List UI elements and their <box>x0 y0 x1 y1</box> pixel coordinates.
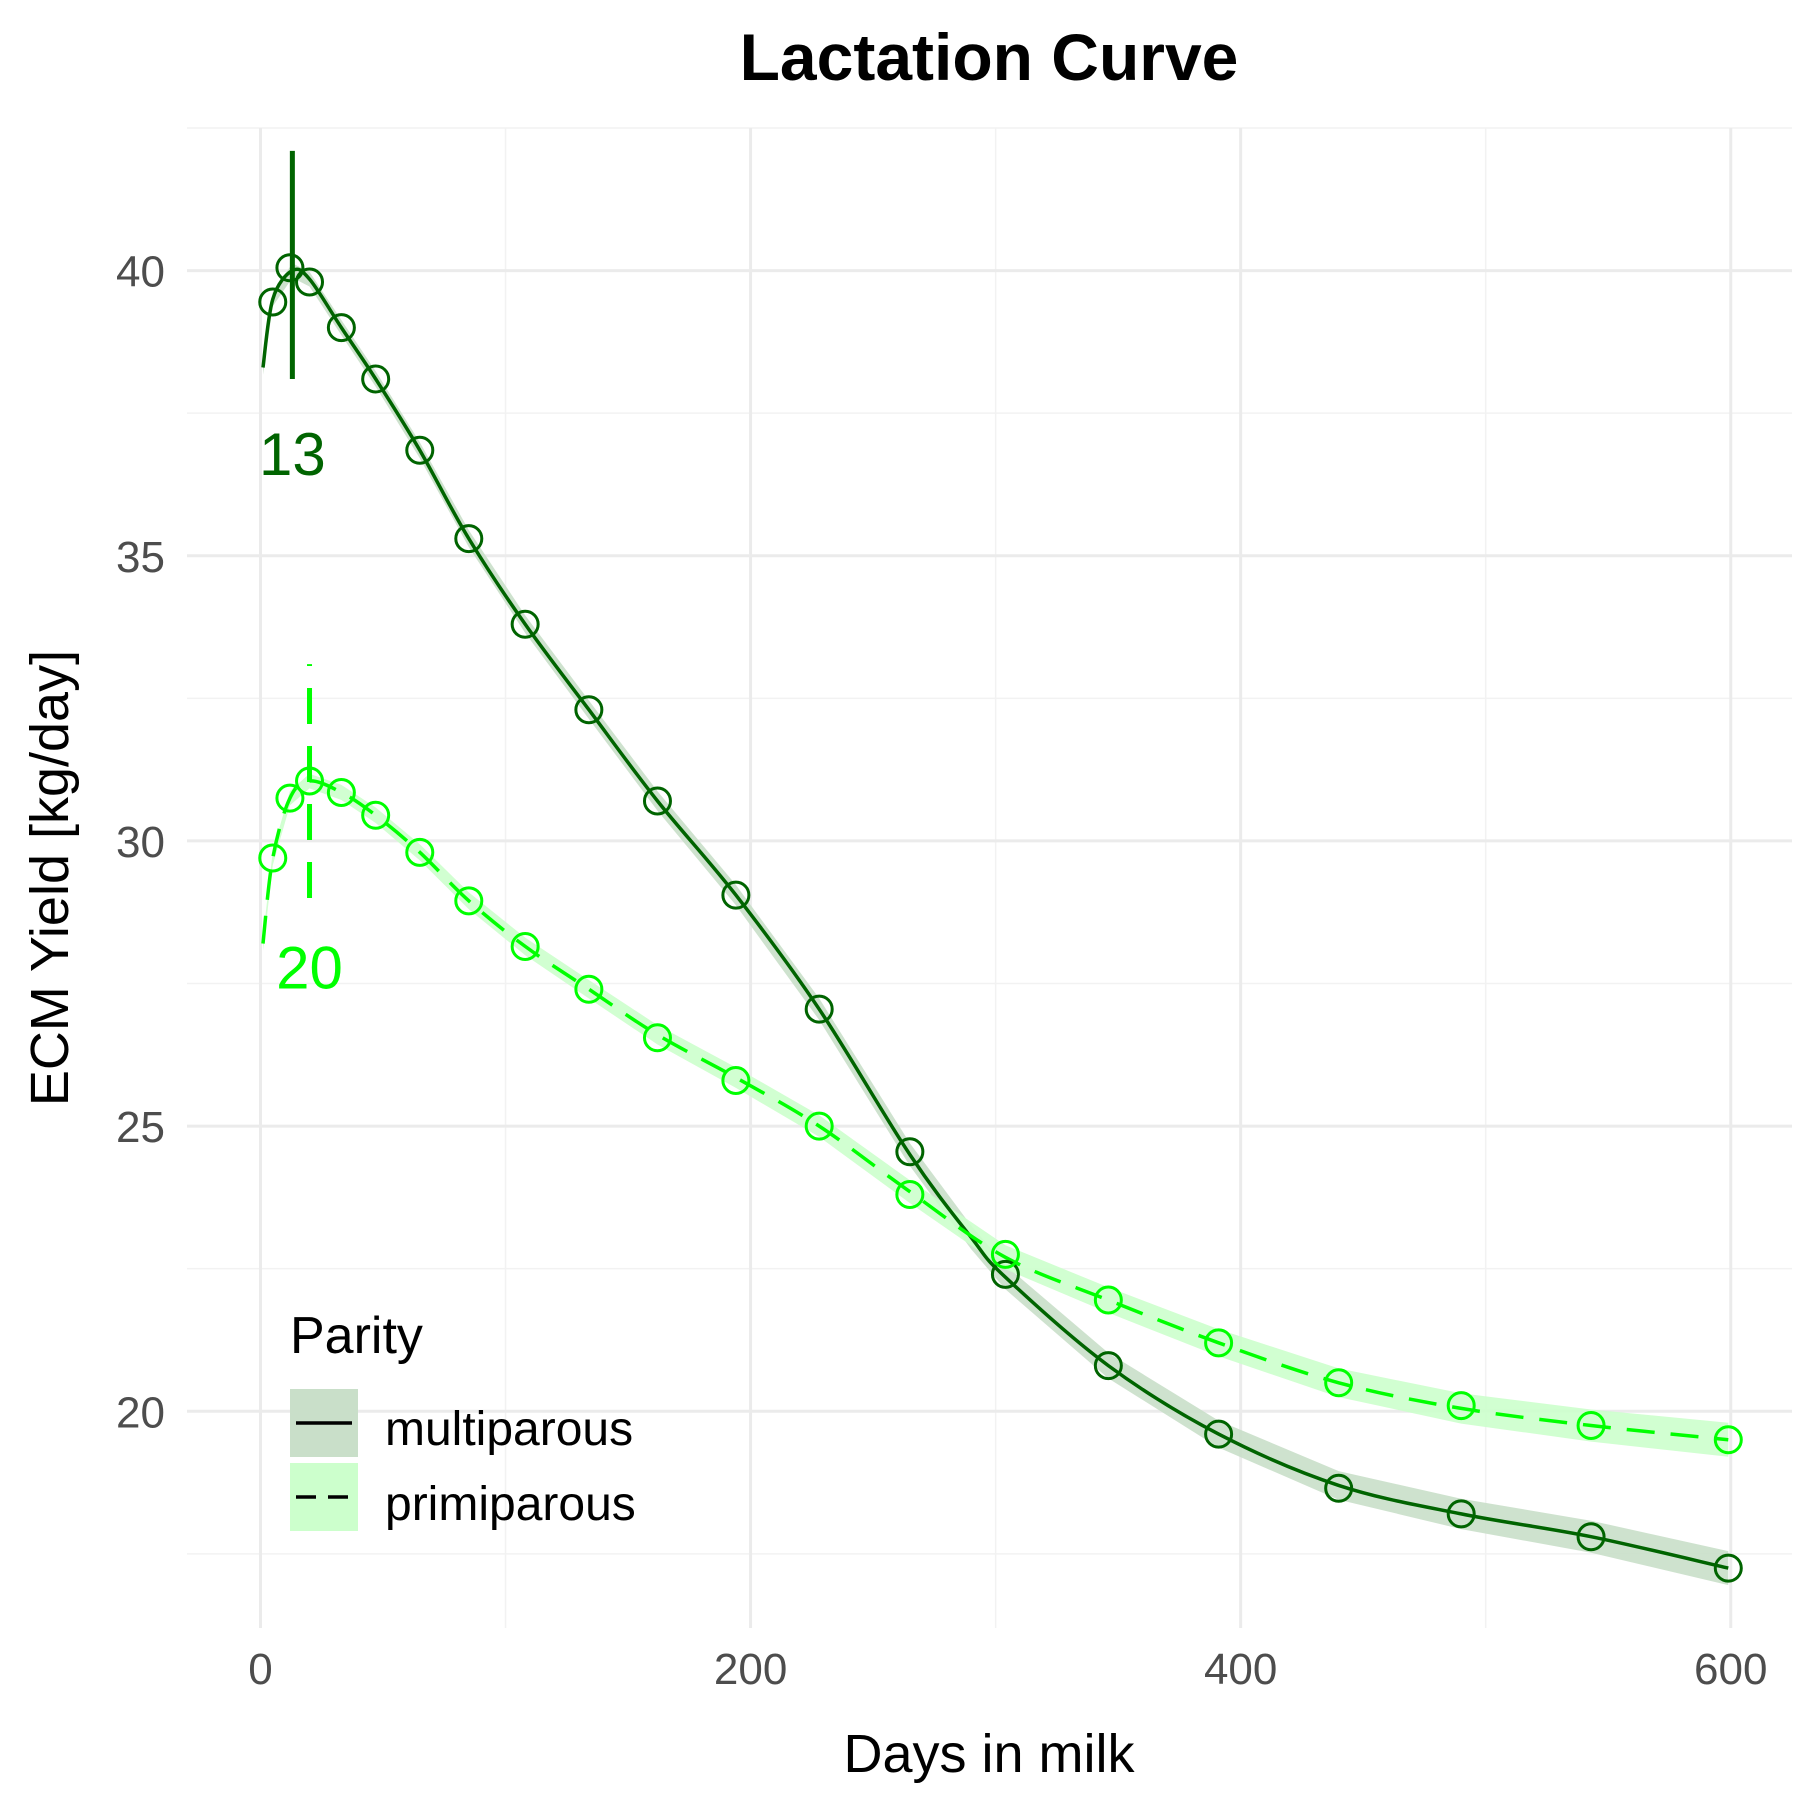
legend-label-multiparous: multiparous <box>385 1403 633 1456</box>
point-multiparous <box>804 994 834 1024</box>
legend-label-primiparous: primiparous <box>385 1478 636 1531</box>
point-multiparous <box>574 695 604 725</box>
point-primiparous <box>454 886 484 916</box>
y-tick-label: 30 <box>116 818 165 867</box>
point-primiparous <box>1713 1425 1743 1455</box>
point-multiparous <box>721 880 751 910</box>
point-multiparous <box>1324 1473 1354 1503</box>
point-primiparous <box>405 837 435 867</box>
peak-markers: 13 20 <box>259 150 343 1001</box>
y-tick-label: 35 <box>116 533 165 582</box>
y-axis-title: ECM Yield [kg/day] <box>20 650 80 1106</box>
point-primiparous <box>275 783 305 813</box>
point-multiparous <box>1093 1351 1123 1381</box>
point-multiparous <box>1576 1522 1606 1552</box>
x-tick-label: 600 <box>1694 1645 1767 1694</box>
point-multiparous <box>405 435 435 465</box>
y-tick-label: 40 <box>116 248 165 297</box>
point-primiparous <box>1204 1328 1234 1358</box>
point-multiparous <box>510 609 540 639</box>
legend-keys <box>290 1389 358 1531</box>
point-primiparous <box>295 766 325 796</box>
y-tick-label: 20 <box>116 1388 165 1437</box>
point-multiparous <box>258 287 288 317</box>
line-multiparous <box>261 267 1729 1570</box>
peak-label-multiparous: 13 <box>259 421 326 488</box>
peak-label-primiparous: 20 <box>276 934 343 1001</box>
tick-labels: 0 200 400 600 20 25 30 35 40 <box>116 248 1767 1694</box>
x-axis-title: Days in milk <box>843 1724 1135 1784</box>
point-multiparous <box>1204 1419 1234 1449</box>
point-multiparous <box>895 1137 925 1167</box>
point-primiparous <box>1446 1391 1476 1421</box>
point-multiparous <box>454 524 484 554</box>
point-primiparous <box>510 931 540 961</box>
point-primiparous <box>1093 1285 1123 1315</box>
point-primiparous <box>895 1180 925 1210</box>
point-primiparous <box>1576 1411 1606 1441</box>
x-tick-label: 0 <box>248 1645 272 1694</box>
point-primiparous <box>326 777 356 807</box>
point-multiparous <box>326 313 356 343</box>
confidence-ribbons <box>263 263 1729 1586</box>
point-primiparous <box>361 800 391 830</box>
chart-title: Lactation Curve <box>740 20 1239 94</box>
point-multiparous <box>642 786 672 816</box>
data-points <box>258 253 1743 1583</box>
point-multiparous <box>1446 1499 1476 1529</box>
point-multiparous <box>990 1259 1020 1289</box>
point-multiparous <box>275 253 305 283</box>
point-primiparous <box>642 1023 672 1053</box>
point-multiparous <box>361 364 391 394</box>
y-tick-label: 25 <box>116 1103 165 1152</box>
point-multiparous <box>295 267 325 297</box>
point-multiparous <box>1713 1553 1743 1583</box>
point-primiparous <box>721 1065 751 1095</box>
point-primiparous <box>990 1239 1020 1269</box>
x-tick-label: 200 <box>714 1645 787 1694</box>
point-primiparous <box>574 974 604 1004</box>
legend-title: Parity <box>290 1307 423 1365</box>
point-primiparous <box>258 843 288 873</box>
point-primiparous <box>1324 1368 1354 1398</box>
ribbon-primiparous <box>263 773 1729 1457</box>
legend: Parity multiparous primiparous <box>290 1307 636 1531</box>
point-primiparous <box>804 1111 834 1141</box>
x-tick-label: 400 <box>1204 1645 1277 1694</box>
